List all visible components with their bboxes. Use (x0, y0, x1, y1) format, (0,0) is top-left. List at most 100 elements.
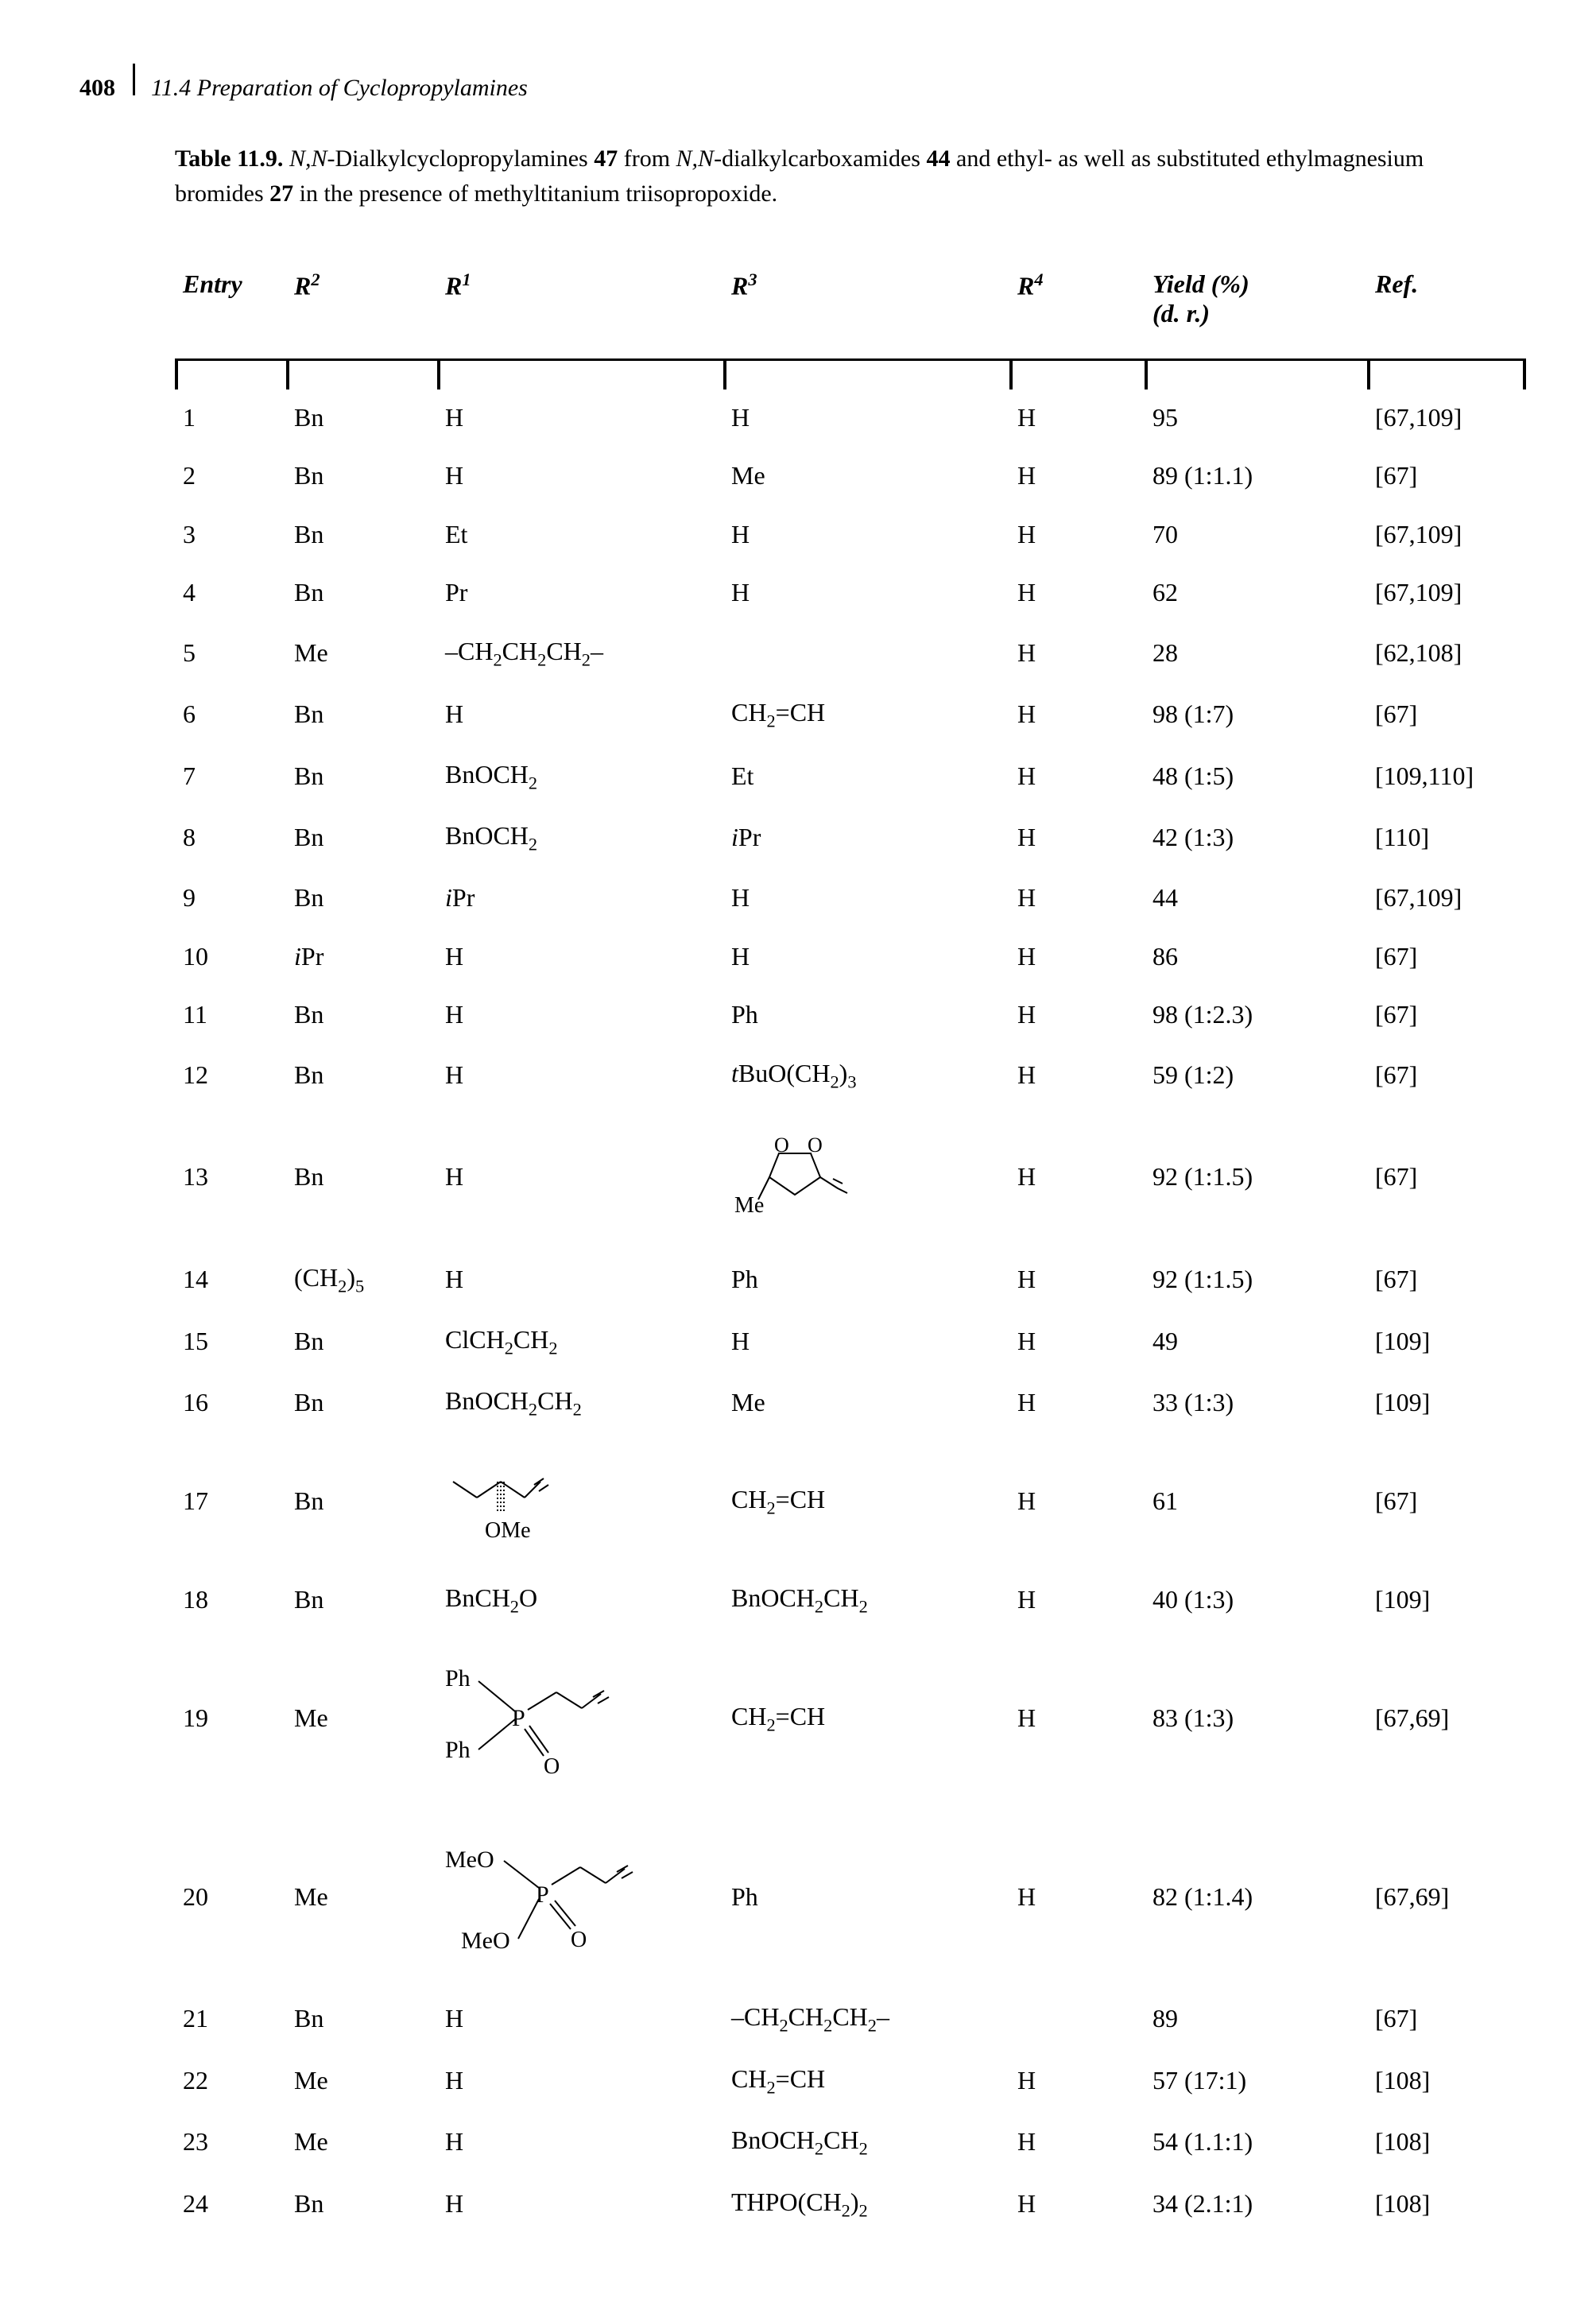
cell-r4: H (1009, 2111, 1145, 2173)
cell-entry: 22 (175, 2050, 286, 2112)
cell-r4: H (1009, 684, 1145, 746)
table-caption: Table 11.9. N,N-Dialkylcyclopropylamines… (175, 141, 1493, 211)
cell-r2: Bn (286, 807, 437, 869)
cell-r2: Bn (286, 869, 437, 928)
svg-text:OMe: OMe (485, 1518, 531, 1543)
cell-r4: H (1009, 564, 1145, 622)
data-table: Entry R2 R1 R3 R4 Yield (%)(d. r.) Ref. … (175, 250, 1526, 2234)
cell-r2: Bn (286, 389, 437, 448)
cell-r1: H (437, 1249, 723, 1311)
header-row: Entry R2 R1 R3 R4 Yield (%)(d. r.) Ref. (175, 250, 1526, 360)
svg-text:Ph: Ph (445, 1737, 471, 1763)
cell-r1: PhPhPO (437, 1630, 723, 1805)
cell-r1: H (437, 2173, 723, 2235)
cell-r2: Bn (286, 1311, 437, 1373)
table-row: 11BnHPhH98 (1:2.3)[67] (175, 986, 1526, 1044)
cell-ref: [67] (1367, 1106, 1526, 1249)
table-row: 12BnHtBuO(CH2)3H59 (1:2)[67] (175, 1044, 1526, 1106)
svg-text:O: O (774, 1133, 789, 1157)
cell-entry: 24 (175, 2173, 286, 2235)
cell-ref: [109] (1367, 1372, 1526, 1434)
cell-r4: H (1009, 2050, 1145, 2112)
cell-yield: 61 (1145, 1434, 1367, 1569)
cell-ref: [67] (1367, 928, 1526, 986)
cell-r4: H (1009, 622, 1145, 684)
cell-ref: [67,69] (1367, 1805, 1526, 1988)
cell-r2: Bn (286, 746, 437, 808)
cell-r1: H (437, 2111, 723, 2173)
svg-text:P: P (512, 1705, 525, 1731)
table-row: 16BnBnOCH2CH2MeH33 (1:3)[109] (175, 1372, 1526, 1434)
cell-r3: Et (723, 746, 1009, 808)
th-entry: Entry (175, 250, 286, 360)
cell-ref: [67] (1367, 447, 1526, 506)
cell-entry: 16 (175, 1372, 286, 1434)
cell-r4: H (1009, 1569, 1145, 1631)
cell-r3: THPO(CH2)2 (723, 2173, 1009, 2235)
cell-r4: H (1009, 1044, 1145, 1106)
cell-entry: 23 (175, 2111, 286, 2173)
th-r2: R2 (286, 250, 437, 360)
cell-yield: 62 (1145, 564, 1367, 622)
cell-r2: (CH2)5 (286, 1249, 437, 1311)
svg-text:MeO: MeO (445, 1847, 494, 1873)
cell-r3: H (723, 869, 1009, 928)
cell-yield: 59 (1:2) (1145, 1044, 1367, 1106)
cell-ref: [67,109] (1367, 506, 1526, 564)
cell-r1: ClCH2CH2 (437, 1311, 723, 1373)
cell-r1: H (437, 986, 723, 1044)
cell-yield: 95 (1145, 389, 1367, 448)
table-row: 10iPrHHH86[67] (175, 928, 1526, 986)
cell-r2: Bn (286, 447, 437, 506)
cell-entry: 14 (175, 1249, 286, 1311)
cell-r2: Bn (286, 1988, 437, 2050)
table-row: 23MeHBnOCH2CH2H54 (1.1:1)[108] (175, 2111, 1526, 2173)
cell-entry: 17 (175, 1434, 286, 1569)
cell-entry: 21 (175, 1988, 286, 2050)
cell-r2: Bn (286, 1372, 437, 1434)
cell-yield: 83 (1:3) (1145, 1630, 1367, 1805)
cell-r3: H (723, 506, 1009, 564)
cell-r4: H (1009, 986, 1145, 1044)
cell-ref: [109] (1367, 1311, 1526, 1373)
cell-yield: 42 (1:3) (1145, 807, 1367, 869)
svg-text:MeO: MeO (461, 1928, 510, 1954)
cell-r1: H (437, 1988, 723, 2050)
cell-entry: 18 (175, 1569, 286, 1631)
cell-r3: Me (723, 447, 1009, 506)
cell-yield: 86 (1145, 928, 1367, 986)
cell-ref: [108] (1367, 2111, 1526, 2173)
cell-yield: 92 (1:1.5) (1145, 1249, 1367, 1311)
cell-r1: OMe (437, 1434, 723, 1569)
header-rule (175, 360, 1526, 389)
cell-entry: 10 (175, 928, 286, 986)
cell-r4: H (1009, 1372, 1145, 1434)
cell-r4: H (1009, 807, 1145, 869)
th-r3: R3 (723, 250, 1009, 360)
th-yield: Yield (%)(d. r.) (1145, 250, 1367, 360)
cell-r2: Bn (286, 1434, 437, 1569)
cell-r1: H (437, 684, 723, 746)
table-row: 24BnHTHPO(CH2)2H34 (2.1:1)[108] (175, 2173, 1526, 2235)
table-row: 5Me–CH2CH2CH2–H28[62,108] (175, 622, 1526, 684)
cell-yield: 98 (1:7) (1145, 684, 1367, 746)
cell-entry: 9 (175, 869, 286, 928)
table-row: 19MePhPhPOCH2=CHH83 (1:3)[67,69] (175, 1630, 1526, 1805)
cell-ref: [67,109] (1367, 869, 1526, 928)
table-row: 2BnHMeH89 (1:1.1)[67] (175, 447, 1526, 506)
cell-r2: Me (286, 1630, 437, 1805)
cell-r3: H (723, 564, 1009, 622)
cell-yield: 89 (1:1.1) (1145, 447, 1367, 506)
cell-r3: H (723, 1311, 1009, 1373)
cell-r3: Me (723, 1372, 1009, 1434)
cell-ref: [110] (1367, 807, 1526, 869)
cell-entry: 11 (175, 986, 286, 1044)
page-number: 408 (79, 75, 122, 102)
cell-r1: H (437, 447, 723, 506)
table-row: 6BnHCH2=CHH98 (1:7)[67] (175, 684, 1526, 746)
cell-r2: Bn (286, 564, 437, 622)
caption-label: Table 11.9. (175, 145, 283, 172)
table-row: 14(CH2)5HPhH92 (1:1.5)[67] (175, 1249, 1526, 1311)
svg-text:O: O (571, 1928, 587, 1952)
cell-ref: [67] (1367, 1044, 1526, 1106)
